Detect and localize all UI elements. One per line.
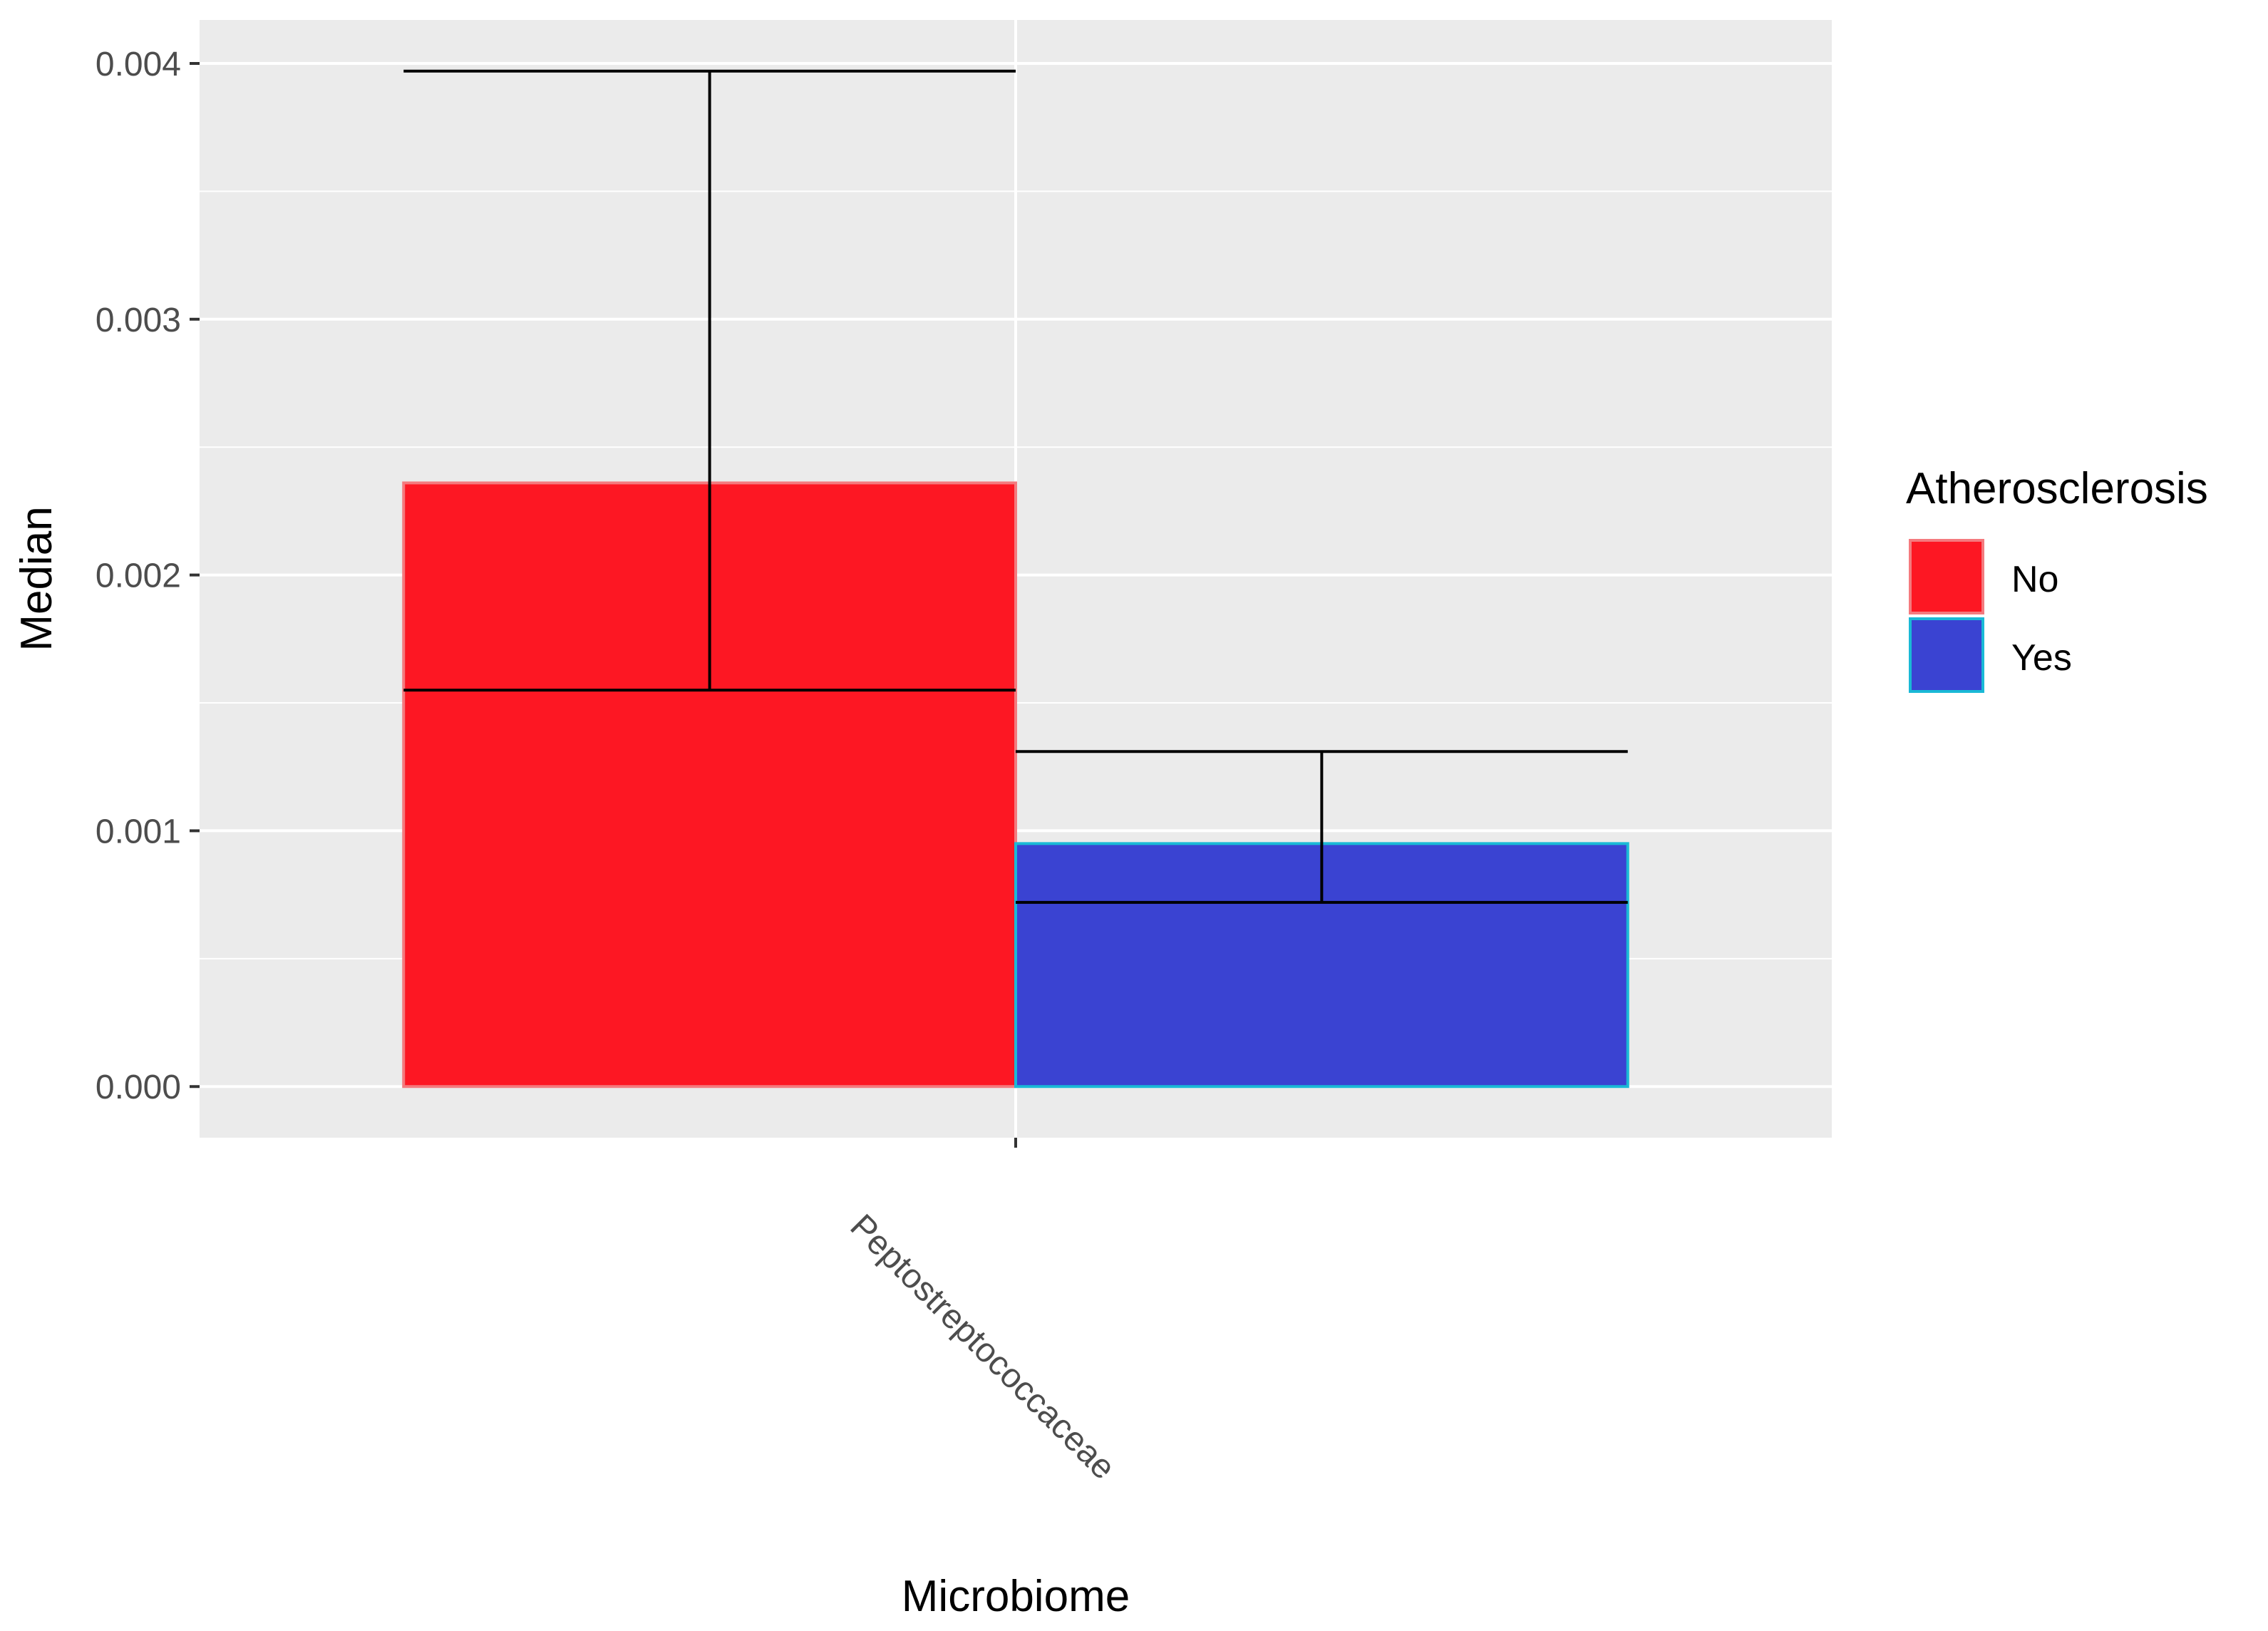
y-tick-label: 0.000: [96, 1069, 181, 1106]
y-tick-label: 0.001: [96, 813, 181, 850]
legend-label-no: No: [2011, 559, 2058, 600]
x-axis-title: Microbiome: [902, 1572, 1130, 1621]
y-tick-label: 0.004: [96, 46, 181, 83]
x-tick-label: Peptostreptococcaceae: [842, 1208, 1122, 1487]
y-tick-label: 0.002: [96, 557, 181, 595]
legend-title: Atherosclerosis: [1906, 464, 2208, 513]
y-axis-title: Median: [12, 506, 61, 651]
bars: [402, 481, 1629, 1089]
y-tick-label: 0.003: [96, 302, 181, 339]
x-axis: Peptostreptococcaceae: [842, 1138, 1123, 1487]
legend-swatch-yes: [1909, 617, 1984, 693]
y-axis: 0.000 0.001 0.002 0.003 0.004: [96, 46, 200, 1106]
legend: Atherosclerosis No Yes: [1906, 464, 2208, 693]
error-bars: [403, 69, 1628, 904]
legend-swatch-no: [1909, 539, 1984, 614]
legend-item-no: No: [1909, 539, 2058, 614]
legend-item-yes: Yes: [1909, 617, 2072, 693]
legend-label-yes: Yes: [2011, 637, 2072, 679]
